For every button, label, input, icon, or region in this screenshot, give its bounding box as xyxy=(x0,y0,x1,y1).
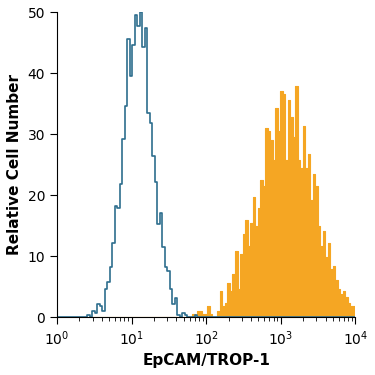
X-axis label: EpCAM/TROP-1: EpCAM/TROP-1 xyxy=(142,353,270,368)
Y-axis label: Relative Cell Number: Relative Cell Number xyxy=(7,74,22,255)
